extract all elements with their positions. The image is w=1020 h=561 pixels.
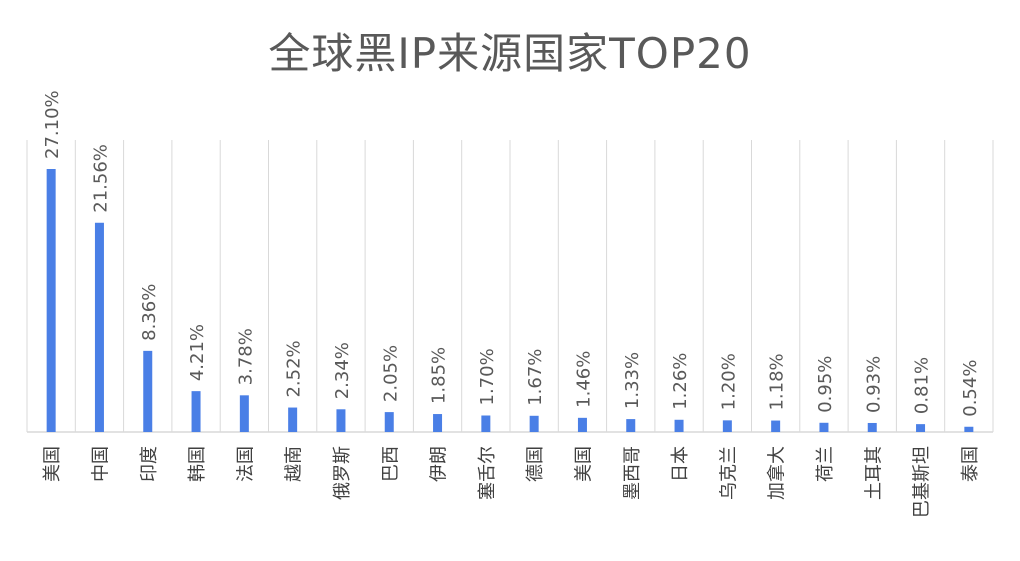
category-label: 印度 — [139, 446, 160, 482]
bar — [433, 414, 443, 432]
bar — [577, 417, 587, 432]
category-label: 泰国 — [960, 446, 981, 482]
bar — [481, 415, 491, 432]
data-label: 8.36% — [139, 284, 160, 341]
category-label: 土耳其 — [863, 446, 884, 500]
data-label: 1.33% — [622, 352, 643, 409]
data-label: 2.52% — [284, 340, 305, 397]
chart-title: 全球黑IP来源国家TOP20 — [268, 29, 752, 78]
data-label: 1.67% — [525, 349, 546, 406]
data-label: 4.21% — [187, 324, 208, 381]
bar — [191, 391, 201, 432]
category-label: 塞舌尔 — [477, 446, 498, 500]
category-label: 墨西哥 — [622, 446, 643, 500]
category-label: 乌克兰 — [718, 446, 739, 500]
bar — [819, 422, 829, 432]
category-label: 俄罗斯 — [332, 446, 353, 500]
data-label: 1.46% — [573, 351, 594, 408]
category-label: 荷兰 — [815, 446, 836, 482]
category-label: 美国 — [573, 446, 594, 482]
category-label: 法国 — [235, 446, 256, 482]
category-label: 伊朗 — [429, 446, 450, 482]
bar — [288, 407, 298, 432]
data-label: 0.93% — [863, 356, 884, 413]
data-label: 27.10% — [42, 90, 63, 159]
category-label: 越南 — [284, 446, 305, 482]
data-label: 2.34% — [332, 342, 353, 399]
category-label: 巴基斯坦 — [912, 446, 933, 518]
bar — [674, 419, 684, 432]
data-label: 1.20% — [718, 353, 739, 410]
category-label: 德国 — [525, 446, 546, 482]
category-label: 巴西 — [380, 446, 401, 482]
bar — [384, 412, 394, 432]
category-label: 美国 — [42, 446, 63, 482]
bar — [771, 420, 781, 432]
bar — [867, 422, 877, 432]
bar — [916, 424, 926, 432]
data-label: 21.56% — [90, 144, 111, 213]
data-label: 0.54% — [960, 360, 981, 417]
data-label: 2.05% — [380, 345, 401, 402]
data-label: 3.78% — [235, 328, 256, 385]
data-label: 1.26% — [670, 353, 691, 410]
bar — [94, 222, 104, 432]
category-label: 日本 — [670, 446, 691, 482]
bar — [529, 415, 539, 432]
bar — [722, 420, 732, 432]
data-label: 1.85% — [429, 347, 450, 404]
bar — [46, 169, 56, 432]
bar — [964, 426, 974, 432]
bar — [626, 419, 636, 432]
category-label: 加拿大 — [766, 446, 788, 500]
bar — [239, 395, 249, 432]
data-label: 0.95% — [815, 356, 836, 413]
data-label: 1.18% — [767, 353, 788, 410]
data-label: 1.70% — [477, 348, 498, 405]
bar — [336, 409, 346, 432]
category-label: 中国 — [90, 446, 111, 482]
bar — [143, 350, 153, 432]
category-label: 韩国 — [187, 446, 208, 482]
data-label: 0.81% — [912, 357, 933, 414]
